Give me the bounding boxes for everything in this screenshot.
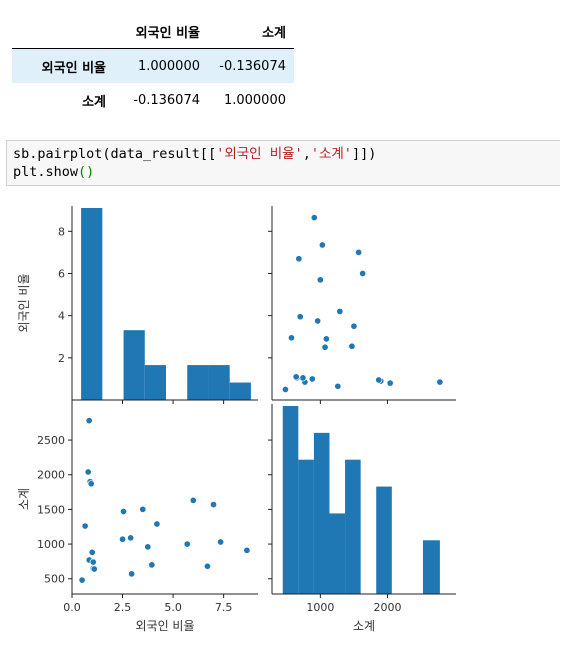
scatter-point [128,570,136,578]
histogram-bar [187,365,209,400]
histogram-bar [345,459,361,594]
histogram-bar [329,513,346,594]
scatter-point [81,522,89,530]
scatter-point [139,505,147,513]
scatter-point [292,373,300,381]
y-tick-label: 1500 [37,503,65,516]
scatter-point [350,322,358,330]
histogram-bar [229,382,251,400]
row-header: 외국인 비율 [41,60,106,76]
scatter-point [84,468,92,476]
y-axis-label: 외국인 비율 [17,273,31,332]
scatter-point [281,385,289,394]
scatter-point [318,241,326,249]
x-tick-label: 5.0 [164,601,182,614]
scatter-point [209,500,218,509]
x-tick-label: 2000 [374,601,402,614]
total-vs-ratio-scatter-panel [78,417,251,584]
x-tick-label: 2.5 [114,601,132,614]
scatter-point [148,561,156,569]
scatter-point [88,548,96,556]
histogram-bar [298,459,314,594]
scatter-point [295,255,303,263]
x-axis-label: 외국인 비율 [135,619,194,633]
code-cell[interactable]: sb.pairplot(data_result[['외국인 비율','소계']]… [6,140,560,186]
x-axis-label: 소계 [353,619,375,633]
table-cell: 1.000000 [137,58,200,74]
scatter-point [127,534,135,542]
histogram-bar [313,432,330,594]
scatter-point [153,520,161,528]
scatter-point [436,378,444,386]
y-tick-label: 500 [44,573,65,586]
scatter-point [144,543,152,551]
scatter-point [87,480,95,488]
scatter-point [299,374,307,382]
column-header: 외국인 비율 [114,14,208,49]
scatter-point [314,317,322,325]
histogram-bar [208,365,230,400]
scatter-point [359,269,367,278]
scatter-point [316,276,324,284]
y-tick-label: 1000 [37,538,65,551]
axes-and-labels: 2 4 6 8 500 1000 1500 2000 2500 0.0 2.5 5.0 7.5 1000 2… [17,206,456,633]
scatter-point [243,546,251,554]
scatter-point [322,335,330,343]
code-line-1: sb.pairplot(data_result[['외국인 비율','소계']]… [13,146,377,162]
correlation-table: 외국인 비율 소계 외국인 비율 1.000000 -0.136074 소계 -… [12,14,294,117]
histogram-bar [123,330,145,400]
scatter-point [189,496,197,504]
histogram-bar [144,365,167,400]
scatter-point [203,562,212,570]
table-corner [12,14,114,49]
scatter-point [296,313,304,321]
scatter-point [310,214,318,222]
table-header-row: 외국인 비율 소계 [12,14,294,49]
y-tick-label: 2 [58,352,65,365]
y-tick-label: 2500 [37,434,65,447]
table-cell: 1.000000 [223,92,286,108]
y-tick-label: 8 [58,225,65,238]
scatter-point [89,558,97,566]
x-tick-label: 1000 [306,601,334,614]
scatter-point [90,565,98,573]
scatter-point [334,382,342,390]
histogram-bar [376,486,392,594]
scatter-point [348,342,356,350]
y-axis-label: 소계 [17,488,31,510]
table-cell: -0.136074 [133,92,200,108]
code-line-2: plt.show() [13,164,95,180]
scatter-point [321,343,329,351]
column-header: 소계 [208,14,294,49]
ratio-vs-total-scatter-panel [281,214,444,394]
scatter-point [120,507,128,516]
y-tick-label: 2000 [37,469,65,482]
scatter-point [287,334,296,342]
scatter-point [118,535,127,543]
x-tick-label: 7.5 [215,601,233,614]
total-histogram-panel [282,406,440,594]
table-cell: -0.136074 [219,58,286,74]
ratio-histogram-panel [81,208,251,400]
histogram-bar [81,208,103,400]
histogram-bar [422,540,440,594]
scatter-point [375,376,383,384]
table-row: 소계 -0.136074 1.000000 [12,83,294,117]
scatter-point [386,379,394,387]
y-tick-label: 6 [58,267,65,280]
table-row: 외국인 비율 1.000000 -0.136074 [12,48,294,83]
x-tick-label: 0.0 [63,601,81,614]
scatter-point [78,576,86,584]
scatter-point [355,248,363,256]
scatter-point [183,540,191,548]
scatter-point [85,417,93,425]
y-tick-label: 4 [58,310,65,323]
row-header: 소계 [82,94,106,110]
histogram-bar [282,406,299,594]
scatter-point [217,538,225,546]
scatter-point [336,307,344,315]
scatter-point [308,375,316,383]
pairplot-figure: 2 4 6 8 500 1000 1500 2000 2500 0.0 2.5 5.0 7.5 1000 2… [17,206,456,633]
